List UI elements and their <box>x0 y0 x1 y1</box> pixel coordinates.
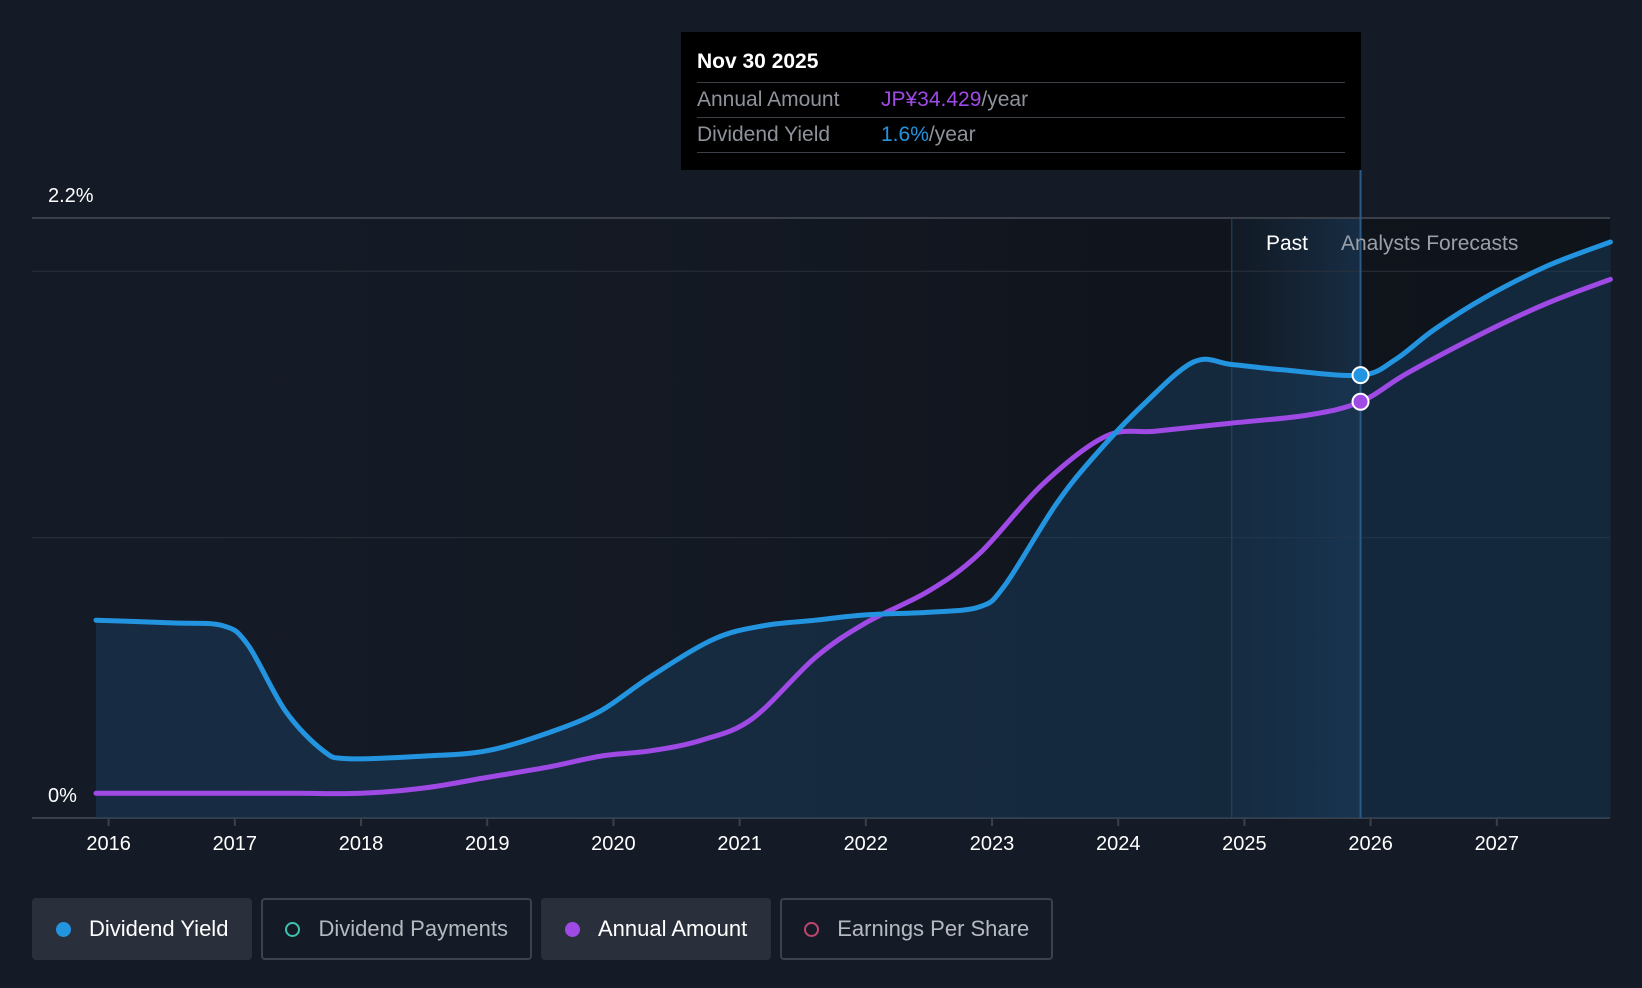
tooltip-annual-amount-unit: /year <box>981 88 1029 111</box>
annual-amount-dot-icon <box>564 921 580 937</box>
dividend-payments-ring-icon <box>285 921 301 937</box>
x-tick-label-2022: 2022 <box>844 833 889 855</box>
x-tick-label-2019: 2019 <box>465 833 510 855</box>
y-axis-max-label: 2.2% <box>48 185 94 207</box>
tooltip-date: Nov 30 2025 <box>697 46 1345 83</box>
x-axis: 2016 2017 2018 2019 2020 2021 2022 2023 2024 2025… <box>86 818 1519 855</box>
tooltip-dividend-yield-label: Dividend Yield <box>697 123 831 146</box>
earnings-per-share-ring-icon <box>804 921 820 937</box>
dividend-yield-dot-icon <box>56 921 71 937</box>
tooltip-row-dividend-yield: Dividend Yield 1.6% /year <box>697 118 1345 153</box>
tooltip-row-annual-amount: Annual Amount JP¥34.429 /year <box>697 83 1345 118</box>
x-tick-label-2023: 2023 <box>970 833 1015 855</box>
legend-dividend-payments-button[interactable]: Dividend Payments <box>261 898 532 960</box>
legend-dividend-yield-button[interactable]: Dividend Yield <box>32 898 253 960</box>
x-tick-label-2017: 2017 <box>213 833 258 855</box>
legend-dividend-payments-label: Dividend Payments <box>318 916 508 941</box>
x-tick-label-2020: 2020 <box>591 833 636 855</box>
legend-earnings-per-share-button[interactable]: Earnings Per Share <box>780 898 1054 960</box>
legend-annual-amount-label: Annual Amount <box>597 916 748 941</box>
x-tick-label-2018: 2018 <box>339 833 384 855</box>
legend-earnings-per-share-label: Earnings Per Share <box>837 916 1030 941</box>
legend-dividend-yield-label: Dividend Yield <box>89 916 229 941</box>
x-tick-label-2025: 2025 <box>1222 833 1267 855</box>
tooltip-annual-amount-label: Annual Amount <box>697 88 840 111</box>
past-label: Past <box>1266 232 1308 255</box>
tooltip: Nov 30 2025 Annual Amount JP¥34.429 /yea… <box>681 32 1361 170</box>
tooltip-annual-amount-value: JP¥34.429 <box>881 88 982 111</box>
dividend-yield-marker[interactable] <box>1351 366 1370 385</box>
legend: Dividend Yield Dividend Payments Annual … <box>32 898 1054 960</box>
annual-amount-marker[interactable] <box>1351 392 1370 411</box>
legend-annual-amount-button[interactable]: Annual Amount <box>540 898 772 960</box>
x-tick-label-2016: 2016 <box>86 833 131 855</box>
tooltip-dividend-yield-unit: /year <box>928 123 976 146</box>
y-axis-min-label: 0% <box>48 785 77 807</box>
tooltip-dividend-yield-value: 1.6% <box>881 123 929 146</box>
x-tick-label-2024: 2024 <box>1096 833 1141 855</box>
x-tick-label-2027: 2027 <box>1475 833 1520 855</box>
forecast-label: Analysts Forecasts <box>1341 232 1518 255</box>
x-tick-label-2026: 2026 <box>1348 833 1393 855</box>
x-tick-label-2021: 2021 <box>717 833 762 855</box>
